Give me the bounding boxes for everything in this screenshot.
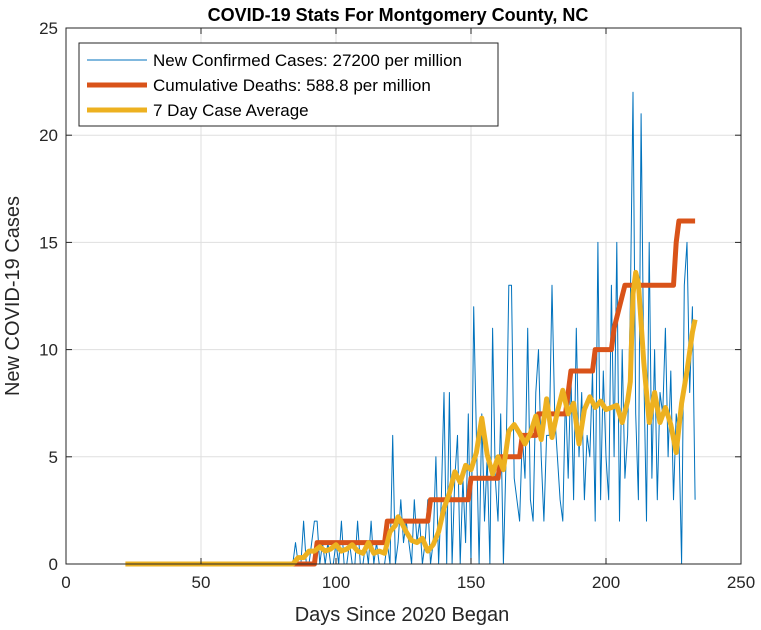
y-tick-label: 0 <box>49 555 58 574</box>
y-tick-label: 5 <box>49 448 58 467</box>
legend-box <box>78 42 499 127</box>
x-tick-label: 0 <box>61 573 70 592</box>
new-cases-line <box>292 91 696 565</box>
x-axis-label: Days Since 2020 Began <box>295 604 510 626</box>
x-tick-label: 150 <box>457 573 485 592</box>
x-tick-label: 50 <box>192 573 211 592</box>
chart-title: COVID-19 Stats For Montgomery County, NC <box>208 5 589 25</box>
y-tick-label: 15 <box>39 233 58 252</box>
y-tick-label: 10 <box>39 341 58 360</box>
axes-box <box>65 27 742 565</box>
series-layer <box>125 91 698 567</box>
y-axis-label: New COVID-19 Cases <box>2 196 24 396</box>
x-tick-label: 250 <box>727 573 755 592</box>
x-tick-label: 200 <box>592 573 620 592</box>
y-tick-label: 20 <box>39 126 58 145</box>
x-tick-label: 100 <box>322 573 350 592</box>
legend-label-cumulative-deaths: Cumulative Deaths: 588.8 per million <box>153 76 431 95</box>
ticks: 0 50 100 150 200 250 0 5 10 15 20 25 <box>39 19 755 592</box>
seven-day-average-line <box>125 269 698 567</box>
legend-label-new-cases: New Confirmed Cases: 27200 per million <box>153 51 462 70</box>
y-tick-label: 25 <box>39 19 58 38</box>
legend-label-7-day-average: 7 Day Case Average <box>153 101 309 120</box>
legend: New Confirmed Cases: 27200 per million C… <box>78 42 499 127</box>
